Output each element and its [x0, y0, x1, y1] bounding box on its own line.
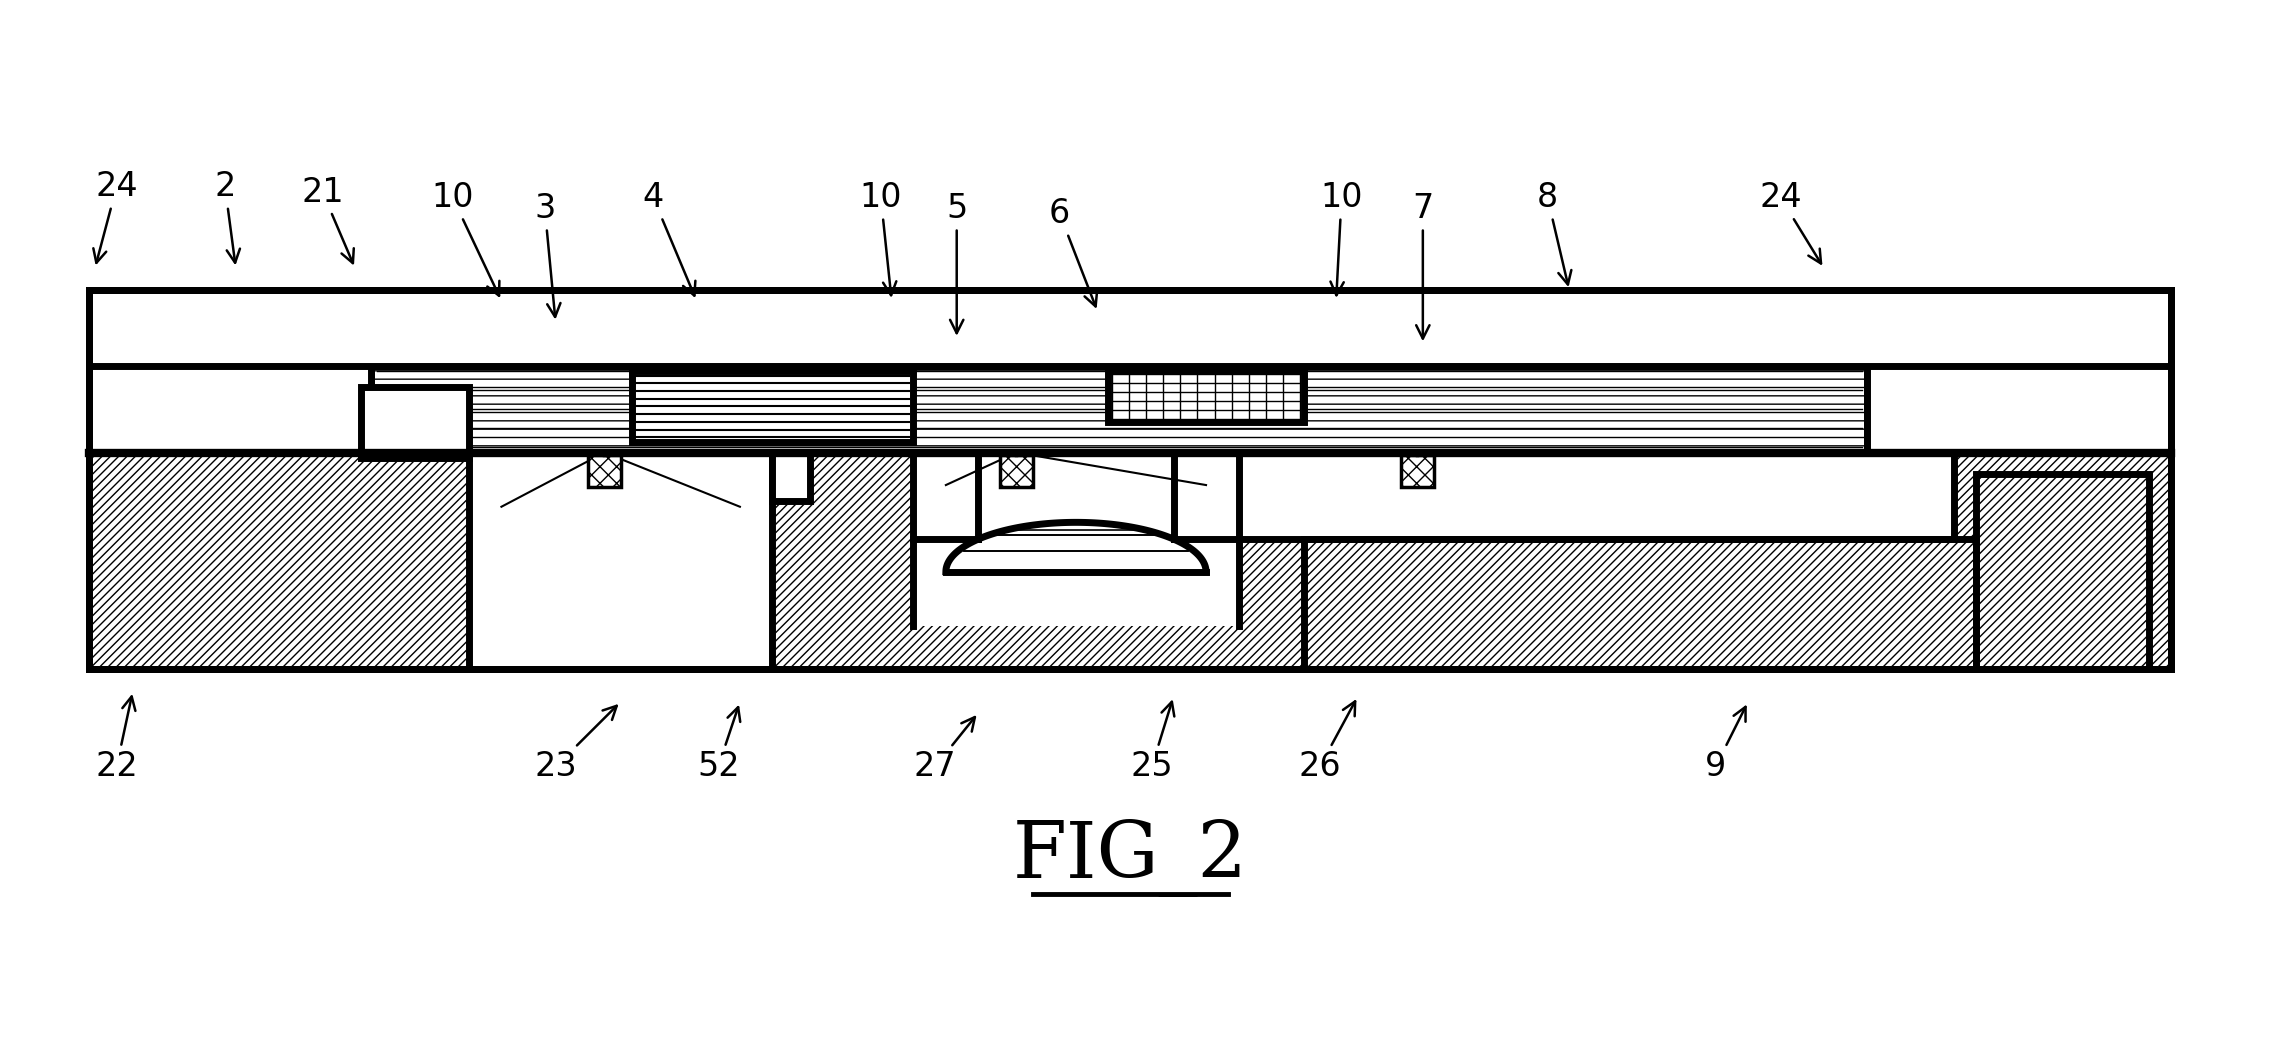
Bar — [89, 453, 2170, 669]
Text: FIG_2: FIG_2 — [1013, 819, 1248, 897]
Text: 10: 10 — [1321, 181, 1362, 295]
Text: 7: 7 — [1413, 191, 1433, 339]
Bar — [89, 290, 2170, 366]
Bar — [1303, 540, 1976, 669]
Bar — [1976, 474, 2150, 669]
Bar — [89, 290, 372, 453]
Bar — [632, 371, 913, 441]
Bar — [1109, 371, 1303, 423]
Text: 52: 52 — [696, 707, 739, 783]
Text: 21: 21 — [301, 176, 354, 264]
Bar — [372, 366, 1867, 453]
Bar — [1239, 453, 1953, 540]
Text: 10: 10 — [860, 181, 901, 295]
Text: 25: 25 — [1130, 702, 1175, 783]
Bar — [589, 455, 621, 487]
Text: 3: 3 — [534, 191, 561, 317]
Text: 9: 9 — [1705, 707, 1746, 783]
Text: 8: 8 — [1538, 181, 1572, 285]
Bar — [89, 346, 2170, 366]
Bar — [1401, 455, 1433, 487]
Text: 27: 27 — [913, 718, 974, 783]
Bar — [1867, 290, 2127, 453]
Text: 10: 10 — [431, 181, 500, 296]
Text: 24: 24 — [1759, 181, 1821, 264]
Text: 5: 5 — [947, 191, 968, 333]
Text: 23: 23 — [534, 706, 616, 783]
Bar — [361, 387, 468, 458]
Bar — [771, 453, 810, 501]
Bar — [468, 453, 771, 669]
Bar — [1867, 290, 2170, 453]
Text: 2: 2 — [215, 170, 240, 263]
Text: 6: 6 — [1050, 198, 1098, 306]
Text: 22: 22 — [96, 697, 137, 783]
Bar — [89, 290, 2170, 669]
Text: 24: 24 — [94, 170, 137, 263]
Text: 26: 26 — [1298, 702, 1356, 783]
Bar — [100, 290, 361, 453]
Bar — [1000, 455, 1031, 487]
Bar — [913, 453, 1239, 626]
Text: 4: 4 — [644, 181, 696, 296]
